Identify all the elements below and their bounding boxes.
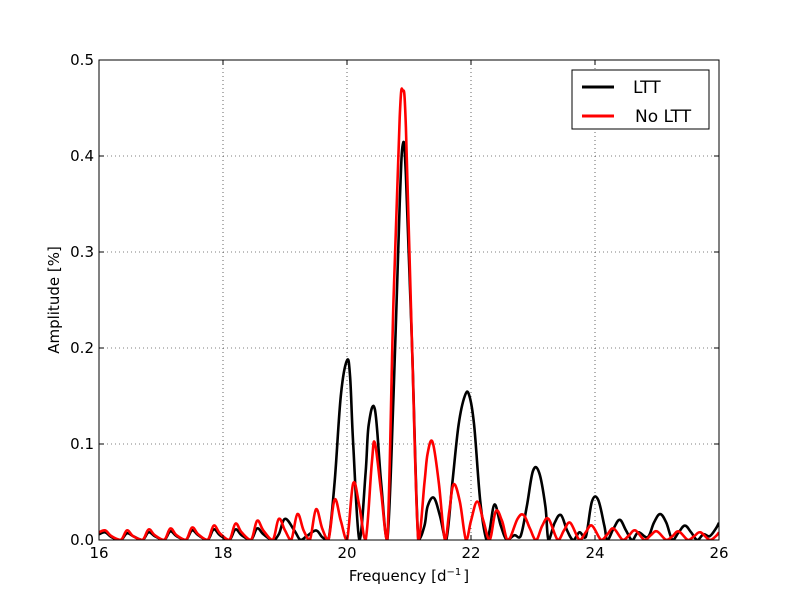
x-axis-label: Frequency [d−1] (349, 567, 469, 585)
series-lines (99, 87, 719, 540)
x-tick-label: 20 (337, 544, 356, 562)
y-tick-label: 0.2 (70, 339, 94, 357)
x-axis-label-superscript: −1 (447, 567, 462, 578)
legend-box (571, 69, 710, 130)
legend-label-ltt: LTT (633, 78, 661, 98)
y-tick-label: 0.1 (70, 435, 94, 453)
legend-label-no-ltt: No LTT (635, 107, 692, 127)
grid-lines (99, 60, 719, 540)
y-axis-label: Amplitude [%] (45, 246, 63, 354)
y-tick-label: 0.5 (70, 51, 94, 69)
plot-frame (98, 59, 720, 541)
legend: LTT No LTT (571, 69, 710, 130)
x-tick-label: 16 (89, 544, 108, 562)
y-tick-label: 0.0 (70, 531, 94, 549)
axis-ticks: 16 18 20 22 24 26 0.0 0.1 0.2 0.3 0.4 0.5 (70, 51, 728, 562)
x-tick-label: 24 (585, 544, 604, 562)
y-tick-label: 0.4 (70, 147, 94, 165)
x-axis-label-suffix: ] (463, 567, 469, 585)
y-tick-label: 0.3 (70, 243, 94, 261)
x-tick-label: 18 (213, 544, 232, 562)
series-line-no-ltt (99, 87, 719, 540)
x-tick-label: 26 (709, 544, 728, 562)
x-tick-label: 22 (461, 544, 480, 562)
x-axis-label-text: Frequency [d (349, 567, 447, 585)
